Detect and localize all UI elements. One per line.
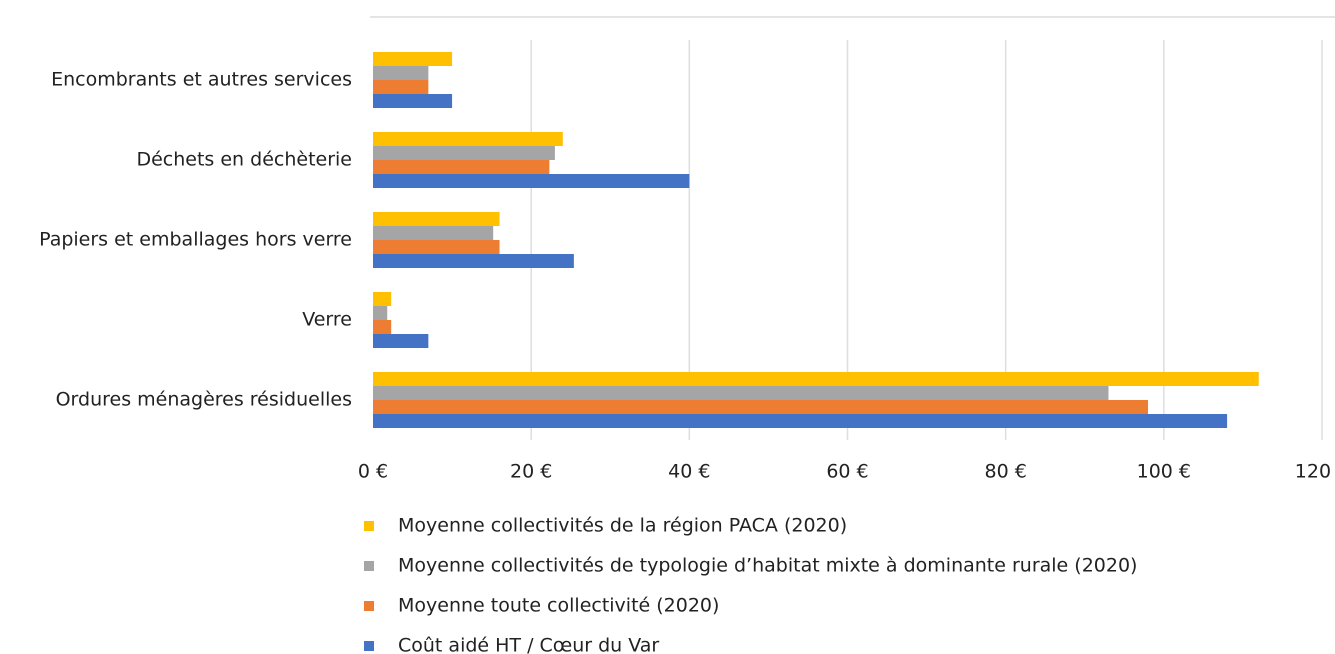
y-tick-label: Déchets en déchèterie — [136, 149, 352, 171]
y-tick-label: Verre — [302, 309, 352, 331]
bar — [373, 292, 392, 306]
legend-swatch — [364, 641, 374, 651]
bar — [373, 94, 453, 108]
bar — [373, 226, 494, 240]
y-tick-label: Papiers et emballages hors verre — [39, 229, 352, 251]
bar — [373, 386, 1109, 400]
bar — [373, 52, 453, 66]
bar — [373, 146, 555, 160]
bar — [373, 80, 429, 94]
x-tick-label: 120 € — [1295, 461, 1335, 483]
x-tick-label: 60 € — [826, 461, 868, 483]
legend-swatch — [364, 521, 374, 531]
legend-swatch — [364, 601, 374, 611]
bar — [373, 372, 1259, 386]
bar — [373, 320, 392, 334]
legend-swatch — [364, 561, 374, 571]
y-tick-label: Encombrants et autres services — [51, 69, 352, 91]
bar — [373, 160, 550, 174]
legend-label: Coût aidé HT / Cœur du Var — [398, 635, 659, 654]
bar — [373, 414, 1228, 428]
bar — [373, 132, 563, 146]
bar — [373, 240, 500, 254]
bar — [373, 306, 388, 320]
bar — [373, 254, 574, 268]
x-tick-label: 0 € — [358, 461, 388, 483]
x-tick-label: 20 € — [510, 461, 552, 483]
x-tick-label: 80 € — [985, 461, 1027, 483]
bar — [373, 212, 500, 226]
bar — [373, 334, 429, 348]
bar — [373, 400, 1149, 414]
legend-label: Moyenne toute collectivité (2020) — [398, 595, 719, 617]
x-tick-label: 40 € — [668, 461, 710, 483]
legend-label: Moyenne collectivités de typologie d’hab… — [398, 555, 1137, 577]
y-tick-label: Ordures ménagères résiduelles — [56, 389, 352, 411]
legend-label: Moyenne collectivités de la région PACA … — [398, 515, 847, 537]
bar — [373, 66, 429, 80]
bar — [373, 174, 690, 188]
x-tick-label: 100 € — [1137, 461, 1191, 483]
